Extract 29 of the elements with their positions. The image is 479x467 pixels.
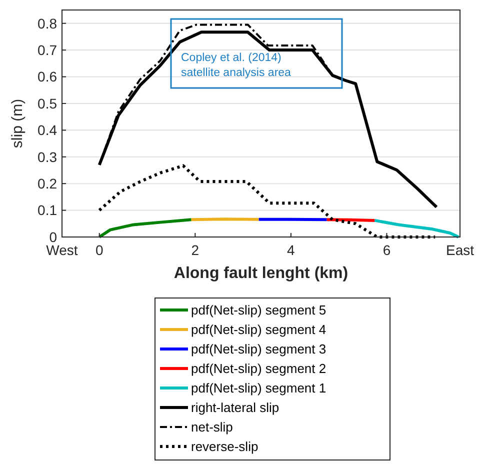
x-tick-label: 6 xyxy=(382,242,391,258)
x-tick-label: 0 xyxy=(95,242,104,258)
y-tick-label: 0.6 xyxy=(38,68,58,85)
x-tick-label: 2 xyxy=(191,242,200,258)
x-axis-title: Along fault lenght (km) xyxy=(174,265,348,282)
y-axis-title: slip (m) xyxy=(9,98,26,148)
legend-label: pdf(Net-slip) segment 3 xyxy=(191,342,326,357)
annotation: Copley et al. (2014) satellite analysis area xyxy=(181,52,292,79)
legend-label: pdf(Net-slip) segment 1 xyxy=(191,380,326,396)
y-tick-label: 0.7 xyxy=(38,42,58,58)
y-tick-label: 0.5 xyxy=(38,95,58,112)
legend-label: pdf(Net-slip) segment 2 xyxy=(191,361,326,376)
legend-label: net-slip xyxy=(191,420,233,435)
line-series xyxy=(98,218,193,238)
x-tick-label: West xyxy=(46,242,78,258)
y-tick-label: 0.3 xyxy=(38,148,58,165)
y-tick-label: 0.4 xyxy=(38,122,58,138)
y-tick-label: 0 xyxy=(49,228,58,245)
x-tick-label: 4 xyxy=(287,242,296,258)
line-series xyxy=(98,164,437,238)
y-tick-label: 0.8 xyxy=(38,15,58,32)
line-series xyxy=(373,218,460,238)
x-tick-label: East xyxy=(446,242,474,258)
legend-label: reverse-slip xyxy=(191,439,258,454)
y-tick-label: 0.2 xyxy=(38,175,58,192)
y-tick-label: 0.1 xyxy=(38,202,58,218)
legend-label: pdf(Net-slip) segment 5 xyxy=(191,302,326,318)
legend-label: right-lateral slip xyxy=(191,400,280,416)
legend-label: pdf(Net-slip) segment 4 xyxy=(191,322,326,338)
